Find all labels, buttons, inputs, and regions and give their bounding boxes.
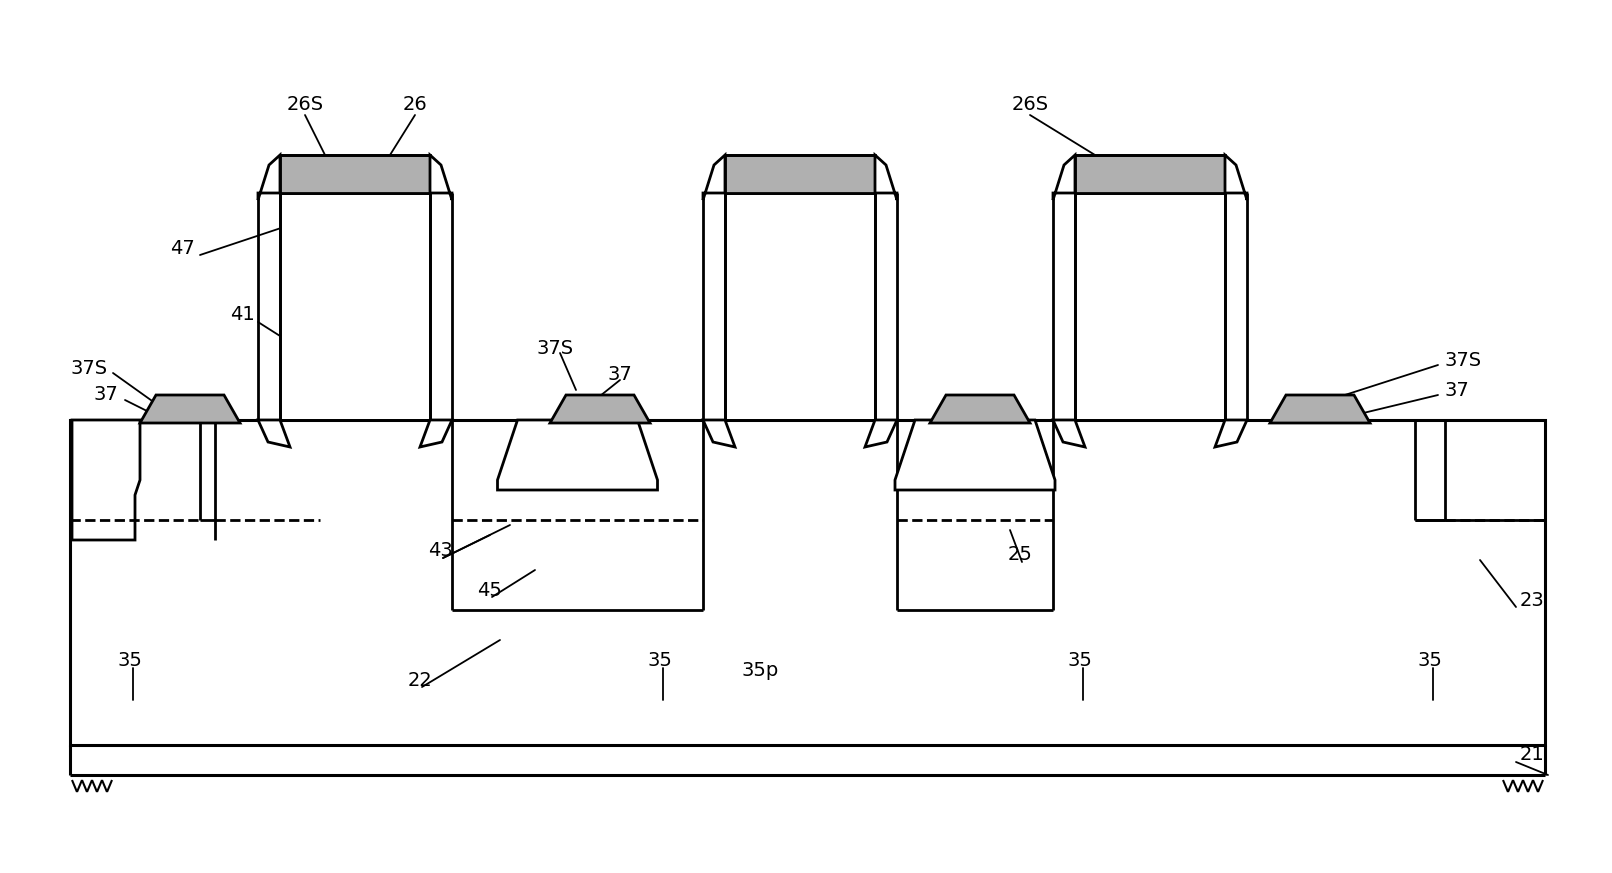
- Polygon shape: [703, 420, 735, 447]
- Text: 21: 21: [1520, 746, 1544, 765]
- Text: 35: 35: [118, 650, 142, 670]
- Bar: [725, 155, 875, 193]
- Text: 43: 43: [427, 540, 453, 560]
- Text: 35: 35: [1417, 650, 1443, 670]
- Text: 41: 41: [231, 306, 255, 325]
- Polygon shape: [930, 395, 1030, 423]
- Text: 35: 35: [1067, 650, 1093, 670]
- Polygon shape: [895, 420, 1054, 490]
- Polygon shape: [421, 420, 451, 447]
- Bar: [280, 193, 430, 420]
- Bar: [69, 420, 1544, 745]
- Polygon shape: [1053, 420, 1085, 447]
- Polygon shape: [1215, 420, 1248, 447]
- Bar: [725, 193, 875, 420]
- Polygon shape: [140, 395, 240, 423]
- Text: 23: 23: [1520, 590, 1544, 609]
- Text: 26S: 26S: [287, 95, 324, 114]
- Text: 45: 45: [477, 581, 503, 600]
- Polygon shape: [498, 420, 658, 490]
- Polygon shape: [1270, 395, 1370, 423]
- Text: 26S: 26S: [1011, 95, 1048, 114]
- Bar: [1075, 193, 1225, 420]
- Text: 25: 25: [1008, 546, 1032, 565]
- Text: 37: 37: [1444, 381, 1470, 400]
- Polygon shape: [73, 420, 140, 540]
- Text: 22: 22: [408, 670, 432, 690]
- Polygon shape: [703, 155, 725, 200]
- Text: 37S: 37S: [537, 339, 574, 358]
- Text: 37S: 37S: [71, 359, 108, 377]
- Polygon shape: [550, 395, 650, 423]
- Bar: [280, 155, 430, 193]
- Polygon shape: [866, 420, 896, 447]
- Polygon shape: [875, 155, 896, 200]
- Text: 47: 47: [171, 238, 195, 258]
- Polygon shape: [430, 155, 451, 200]
- Polygon shape: [258, 420, 290, 447]
- Text: 37: 37: [93, 386, 118, 404]
- Text: 37: 37: [608, 366, 632, 384]
- Polygon shape: [258, 155, 280, 200]
- Polygon shape: [1225, 155, 1248, 200]
- Text: 35p: 35p: [742, 661, 779, 679]
- Bar: [1075, 155, 1225, 193]
- Text: 37S: 37S: [1444, 350, 1481, 369]
- Text: 26: 26: [403, 95, 427, 114]
- Polygon shape: [1053, 155, 1075, 200]
- Text: 35: 35: [648, 650, 672, 670]
